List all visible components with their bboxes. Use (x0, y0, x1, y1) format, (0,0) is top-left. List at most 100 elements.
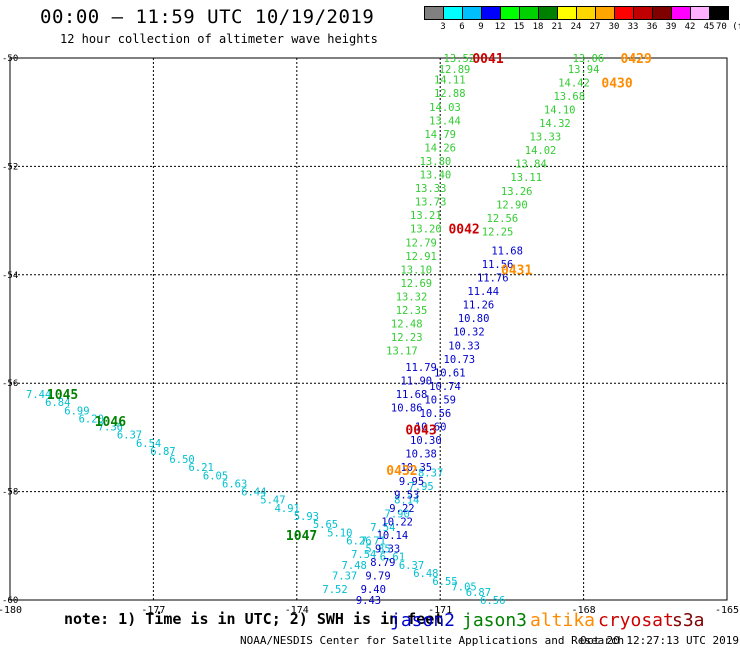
wave-height-point: 11.26 (463, 300, 495, 312)
wave-height-point: 6.87 (150, 446, 175, 458)
wave-height-point: 7.95 (408, 481, 433, 493)
wave-height-point: 6.55 (432, 576, 457, 588)
wave-height-point: 12.48 (391, 319, 423, 331)
wave-height-point: 14.32 (539, 118, 571, 130)
wave-height-point: 11.68 (491, 245, 523, 257)
y-tick-label: -52 (2, 162, 18, 172)
chart-title: 00:00 – 11:59 UTC 10/19/2019 (40, 6, 375, 28)
wave-height-point: 12.79 (405, 237, 437, 249)
wave-height-point: 7.54 (370, 522, 395, 534)
y-tick-label: -50 (2, 54, 18, 64)
wave-height-point: 11.44 (467, 286, 499, 298)
scale-label: 12 (494, 22, 506, 32)
wave-height-point: 7.54 (351, 549, 376, 561)
scale-label: 70 (ft) (716, 22, 740, 32)
legend-jason3: jason3 (462, 610, 528, 631)
scale-label: 33 (627, 22, 639, 32)
wave-height-point: 13.73 (415, 197, 447, 209)
wave-height-point: 10.56 (420, 408, 452, 420)
wave-height-point: 9.33 (375, 544, 400, 556)
wave-height-point: 10.60 (415, 422, 447, 434)
scale-label: 30 (608, 22, 620, 32)
wave-height-point: 5.47 (260, 495, 285, 507)
wave-height-point: 13.80 (420, 156, 452, 168)
scale-label: 36 (646, 22, 658, 32)
wave-height-point: 6.87 (466, 587, 491, 599)
legend-cryosat: cryosat (598, 610, 674, 631)
wave-height-point: 12.23 (391, 332, 423, 344)
wave-height-point: 14.11 (434, 75, 466, 87)
scale-label: 21 (551, 22, 563, 32)
wave-height-point: 12.25 (482, 226, 514, 238)
wave-height-point: 6.37 (399, 560, 424, 572)
wave-height-point: 12.69 (400, 278, 432, 290)
scale-label: 24 (570, 22, 582, 32)
wave-height-point: 10.74 (429, 381, 461, 393)
wave-height-point: 10.35 (400, 462, 432, 474)
wave-height-point: 7.44 (26, 389, 51, 401)
wave-height-point: 6.63 (222, 478, 247, 490)
wave-height-point: 6.61 (380, 552, 405, 564)
pass-number-label: 0042 (448, 223, 479, 238)
pass-number-label: 1045 (47, 388, 78, 403)
x-tick-label: -177 (141, 605, 165, 616)
wave-height-point: 9.43 (356, 595, 381, 607)
wave-height-point: 13.26 (501, 186, 533, 198)
scale-label: 39 (665, 22, 677, 32)
wave-height-point: 10.86 (391, 403, 423, 415)
wave-height-point: 13.10 (400, 264, 432, 276)
wave-height-point: 9.22 (389, 503, 414, 515)
wave-height-point: 13.94 (568, 64, 600, 76)
wave-height-point: 13.52 (444, 53, 476, 65)
wave-height-point: 4.91 (275, 503, 300, 515)
wave-height-point: 9.40 (361, 584, 386, 596)
wave-height-point: 8.79 (370, 557, 395, 569)
wave-height-point: 11.68 (396, 389, 428, 401)
wave-height-point: 12.89 (439, 64, 471, 76)
wave-height-point: 7.71 (361, 535, 386, 547)
wave-height-point: 13.06 (573, 53, 605, 65)
y-tick-label: -60 (2, 596, 18, 606)
pass-number-label: 0429 (621, 52, 652, 67)
wave-height-point: 5.93 (294, 511, 319, 523)
x-tick-label: -168 (572, 605, 596, 616)
wave-height-point: 6.05 (203, 470, 228, 482)
footer-note: note: 1) Time is in UTC; 2) SWH is in fe… (64, 610, 444, 628)
pass-number-label: 0041 (472, 52, 503, 67)
wave-height-point: 12.90 (496, 199, 528, 211)
wave-height-point: 7.48 (342, 560, 367, 572)
wave-height-point: 14.10 (544, 104, 576, 116)
wave-height-point: 13.33 (530, 132, 562, 144)
scale-label: 18 (532, 22, 544, 32)
wave-height-point: 11.56 (482, 259, 514, 271)
wave-height-point: 5.85 (365, 544, 390, 556)
wave-height-point: 9.79 (365, 571, 390, 583)
wave-height-point: 11.90 (400, 375, 432, 387)
wave-height-point: 10.33 (448, 340, 480, 352)
wave-height-point: 8.14 (394, 495, 419, 507)
wave-height-point: 13.21 (410, 210, 442, 222)
pass-number-label: 0430 (601, 76, 632, 91)
wave-height-point: 14.02 (525, 145, 557, 157)
wave-height-point: 10.38 (405, 449, 437, 461)
scale-label: 27 (589, 22, 601, 32)
wave-height-point: 14.26 (424, 142, 456, 154)
wave-height-point: 9.95 (399, 476, 424, 488)
wave-height-point: 13.20 (410, 224, 442, 236)
wave-height-point: 10.73 (444, 354, 476, 366)
footer-credit: NOAA/NESDIS Center for Satellite Applica… (240, 634, 625, 647)
wave-height-point: 7.52 (322, 584, 347, 596)
chart-subtitle: 12 hour collection of altimeter wave hei… (60, 32, 378, 46)
wave-height-point: 11.76 (477, 273, 509, 285)
wave-height-point: 12.35 (396, 305, 428, 317)
wave-height-point: 13.33 (415, 183, 447, 195)
wave-height-point: 12.88 (434, 88, 466, 100)
wave-height-point: 7.90 (385, 508, 410, 520)
wave-height-point: 11.79 (405, 362, 437, 374)
y-tick-label: -56 (2, 379, 18, 389)
pass-number-label: 1047 (286, 529, 317, 544)
wave-height-point: 5.10 (327, 527, 352, 539)
scale-label: 15 (513, 22, 525, 32)
wave-height-point: 10.32 (453, 327, 485, 339)
